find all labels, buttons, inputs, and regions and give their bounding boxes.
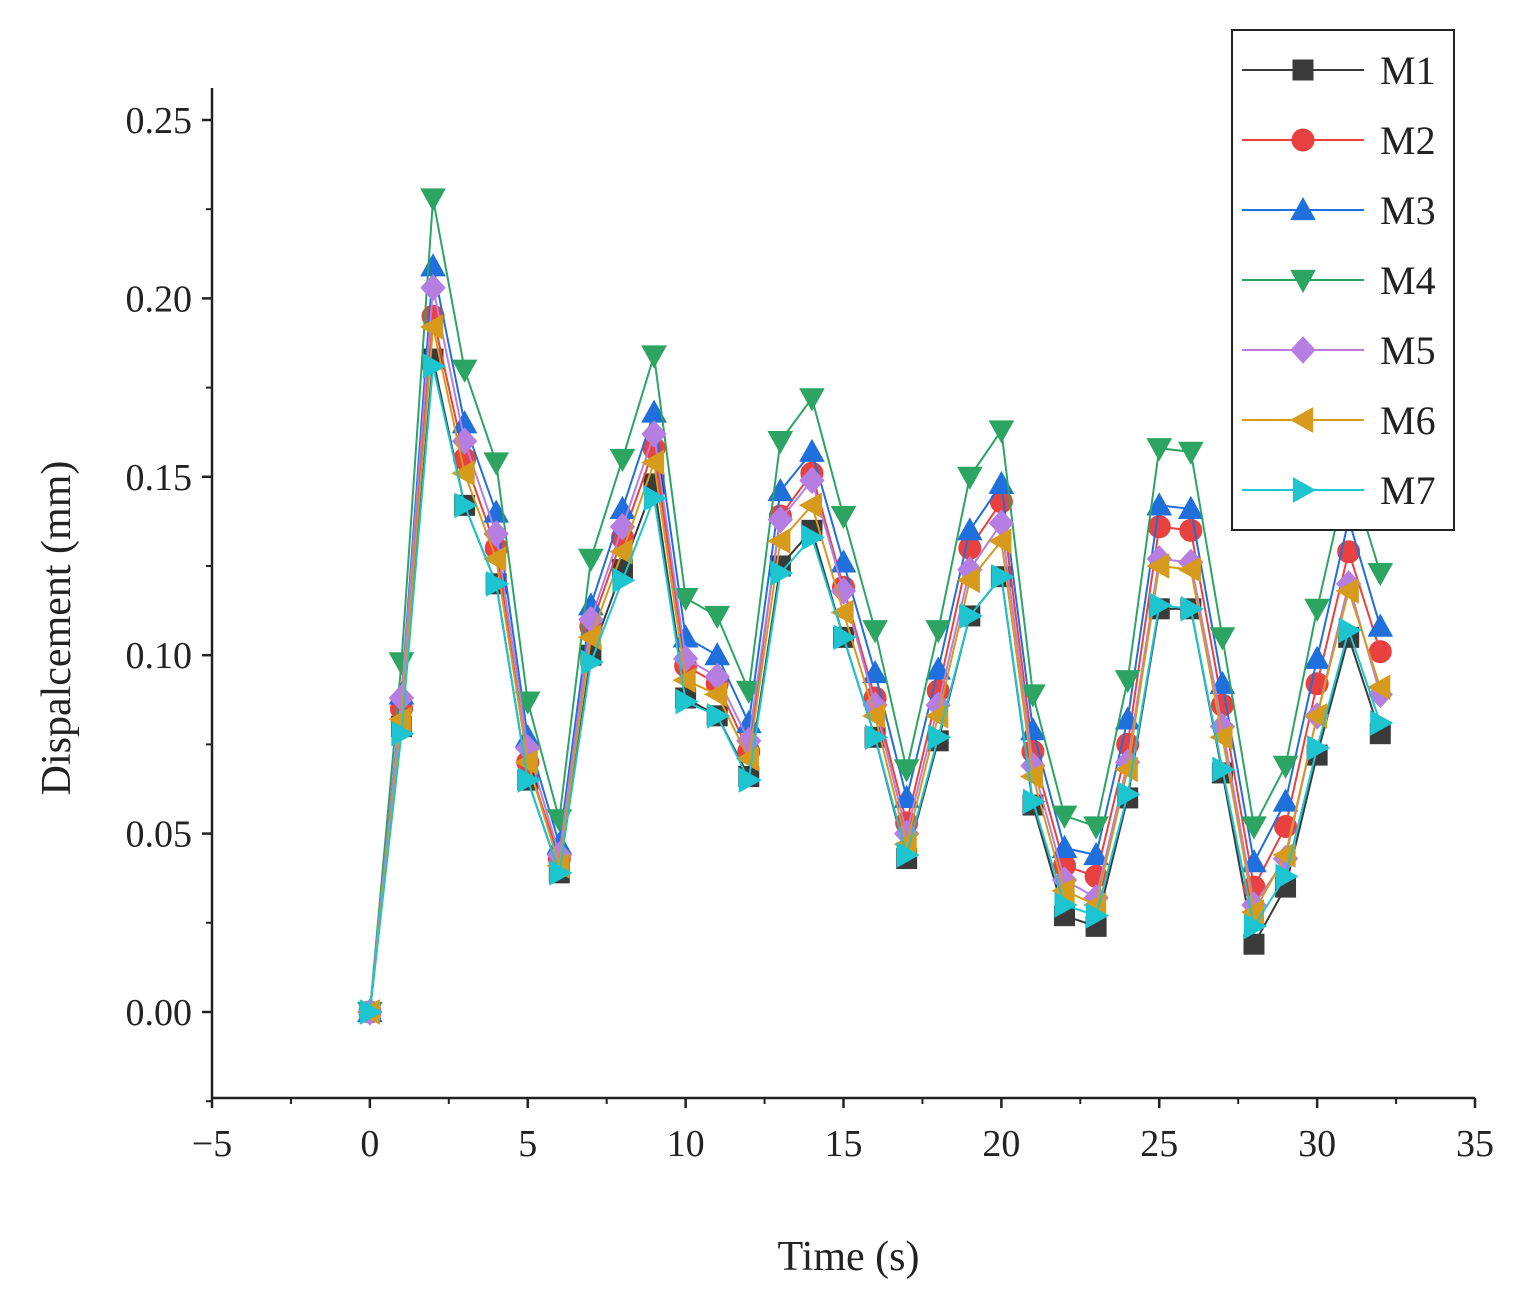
x-tick-label: −5 [192,1123,232,1165]
x-tick-label: 25 [1140,1123,1178,1165]
data-point-M4 [768,432,792,454]
legend-label: M2 [1380,118,1436,163]
legend-label: M4 [1380,258,1436,303]
displacement-time-chart: −5 0 5 10 15 20 25 30 35 0.00 0.05 0.10 0.15 0.20 0.25… [0,0,1527,1300]
data-point-M4 [989,421,1013,443]
legend: M1 M2 M3 M4 M5 M6 M7 [1232,30,1454,530]
data-point-M4 [1084,817,1108,839]
y-tick-label: 0.20 [126,278,193,320]
data-point-M4 [800,389,824,411]
data-point-M4 [389,653,413,675]
data-point-M4 [421,189,445,211]
legend-label: M7 [1380,468,1436,513]
x-tick-label: 10 [667,1123,705,1165]
data-point-M3 [768,479,792,501]
y-tick-label: 0.10 [126,635,193,677]
data-point-M4 [484,453,508,475]
data-point-M4 [958,467,982,489]
legend-label: M6 [1380,398,1436,443]
data-point-M2 [1148,516,1170,538]
y-tick-label: 0.05 [126,814,193,856]
data-point-M3 [800,440,824,462]
data-point-M2 [1180,519,1202,541]
x-tick-label: 5 [518,1123,537,1165]
data-point-M4 [642,346,666,368]
data-point-M4 [1179,442,1203,464]
data-point-M4 [895,760,919,782]
data-point-M5 [421,275,445,301]
data-point-M4 [832,506,856,528]
data-point-M4 [579,549,603,571]
y-tick-label: 0.25 [126,100,193,142]
y-tick-label: 0.00 [126,992,193,1034]
legend-label: M5 [1380,328,1436,373]
data-point-M3 [705,643,729,665]
data-point-M4 [863,621,887,643]
x-tick-label: 20 [982,1123,1020,1165]
y-tick-label: 0.15 [126,457,193,499]
legend-marker-M2 [1292,129,1314,151]
legend-label: M1 [1380,48,1436,93]
data-point-M2 [1369,641,1391,663]
x-axis-title: Time (s) [778,1234,920,1280]
x-tick-label: 15 [825,1123,863,1165]
data-point-M4 [1368,564,1392,586]
data-point-M3 [421,254,445,276]
data-point-M3 [989,472,1013,494]
x-tick-label: 35 [1456,1123,1494,1165]
series-line-M4 [370,198,1380,1012]
x-tick-label: 30 [1298,1123,1336,1165]
data-point-M4 [705,606,729,628]
data-point-M4 [610,449,634,471]
legend-label: M3 [1380,188,1436,233]
y-axis-title: Dispalcement (mm) [34,461,80,796]
x-tick-label: 0 [360,1123,379,1165]
legend-marker-M1 [1293,60,1313,80]
